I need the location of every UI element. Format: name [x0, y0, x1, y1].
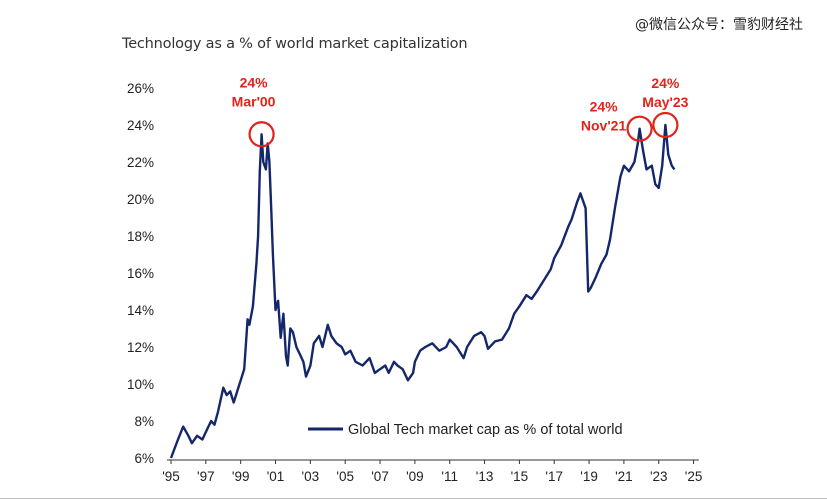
annotation-value: 24%: [651, 75, 680, 91]
legend-label: Global Tech market cap as % of total wor…: [348, 422, 623, 438]
legend: Global Tech market cap as % of total wor…: [308, 422, 623, 438]
x-tick-label: '09: [406, 469, 424, 484]
annotation-value: 24%: [590, 99, 619, 115]
x-tick-label: '11: [441, 469, 458, 484]
x-tick-label: '21: [615, 469, 633, 484]
x-tick-label: '19: [580, 469, 598, 484]
y-tick-label: 18%: [127, 229, 154, 244]
x-tick-label: '01: [267, 469, 285, 484]
annotations: 24% Mar'00 24% Nov'21 24% May'23: [232, 74, 689, 148]
y-tick-label: 22%: [127, 155, 154, 170]
annotation-date: May'23: [642, 94, 688, 110]
y-tick-label: 26%: [127, 81, 154, 96]
y-tick-label: 6%: [134, 451, 154, 466]
x-tick-label: '25: [685, 469, 703, 484]
y-tick-label: 8%: [134, 414, 154, 429]
x-tick-label: '05: [336, 469, 354, 484]
x-tick-label: '97: [197, 469, 215, 484]
annotation-date: Mar'00: [232, 93, 276, 109]
x-tick-label: '17: [545, 469, 563, 484]
y-tick-label: 24%: [127, 118, 154, 133]
y-axis: 6% 8% 10% 12% 14% 16% 18% 20% 22% 24% 26%: [127, 81, 154, 466]
watermark: @微信公众号：雪豹财经社: [635, 17, 803, 33]
x-tick-label: '23: [650, 469, 668, 484]
x-tick-label: '95: [162, 469, 180, 484]
annotation-circle: [626, 115, 653, 142]
y-tick-label: 10%: [127, 377, 154, 392]
series-line: [169, 123, 676, 459]
y-tick-label: 14%: [127, 303, 154, 318]
x-tick-label: '13: [476, 469, 494, 484]
x-tick-label: '07: [371, 469, 389, 484]
y-tick-label: 16%: [127, 266, 154, 281]
chart-title: Technology as a % of world market capita…: [122, 36, 468, 52]
x-tick-label: '15: [511, 469, 529, 484]
y-tick-label: 12%: [127, 340, 154, 355]
annotation-circle: [248, 121, 275, 148]
y-tick-label: 20%: [127, 192, 154, 207]
x-tick-label: '99: [232, 469, 250, 484]
x-tick-label: '03: [302, 469, 320, 484]
x-axis: '95 '97 '99 '01 '03 '05 '07 '09 '11 '13 '15 '17 '19 '…: [162, 460, 702, 484]
annotation-value: 24%: [240, 74, 269, 90]
annotation-date: Nov'21: [581, 118, 627, 134]
annotation-circle: [652, 111, 679, 139]
